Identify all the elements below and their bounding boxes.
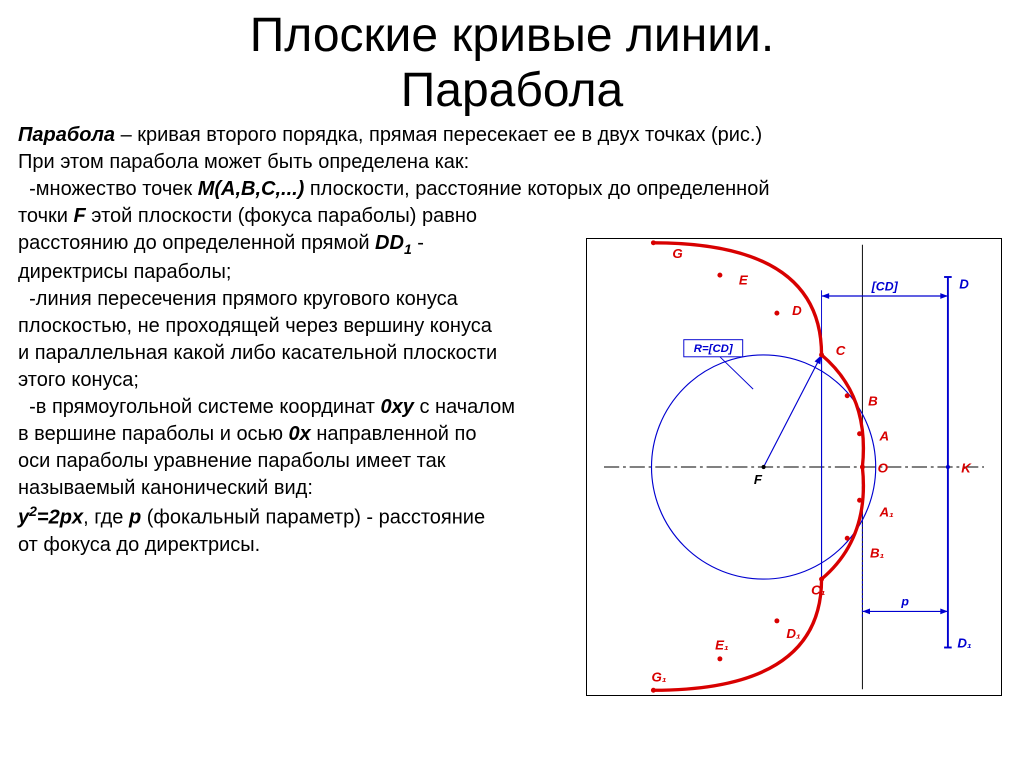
svg-text:[CD]: [CD]	[871, 279, 899, 293]
para-2: При этом парабола может быть определена …	[18, 149, 1006, 176]
svg-text:B₁: B₁	[870, 545, 885, 560]
para-15: y2=2px, где p (фокальный параметр) - рас…	[18, 502, 573, 532]
svg-text:R=[CD]: R=[CD]	[694, 343, 734, 355]
svg-text:E: E	[739, 273, 749, 288]
para-10: этого конуса;	[18, 367, 573, 394]
para-12: в вершине параболы и осью 0x направленно…	[18, 421, 573, 448]
title-line-2: Парабола	[401, 64, 623, 117]
svg-text:G: G	[672, 246, 682, 261]
svg-text:D₁: D₁	[786, 626, 801, 641]
title-line-1: Плоские кривые линии.	[250, 9, 774, 62]
term-parabola: Парабола	[18, 124, 115, 146]
svg-text:A₁: A₁	[879, 504, 895, 519]
svg-text:D: D	[959, 276, 969, 291]
svg-text:D: D	[792, 303, 802, 318]
parabola-diagram: [CD] p R=[CD] G E D C B A O A₁ B₁ C₁ D₁ E₁ G₁ F K D D₁	[586, 238, 1002, 696]
svg-text:A: A	[879, 428, 890, 443]
svg-text:C₁: C₁	[811, 582, 826, 597]
para-1: Парабола – кривая второго порядка, пряма…	[18, 122, 1006, 149]
para-14: называемый канонический вид:	[18, 475, 573, 502]
svg-text:E₁: E₁	[715, 637, 729, 652]
left-column: точки F этой плоскости (фокуса параболы)…	[18, 203, 573, 559]
para-13: оси параболы уравнение параболы имеет та…	[18, 448, 573, 475]
para-11: -в прямоугольной системе координат 0xy с…	[18, 394, 573, 421]
svg-text:p: p	[900, 595, 909, 609]
svg-text:C: C	[836, 343, 846, 358]
svg-text:K: K	[961, 461, 972, 476]
para-4: точки F этой плоскости (фокуса параболы)…	[18, 203, 573, 230]
slide-title: Плоские кривые линии. Парабола	[0, 0, 1024, 118]
diagram-svg: [CD] p R=[CD] G E D C B A O A₁ B₁ C₁ D₁ E₁ G₁ F K D D₁	[587, 239, 1001, 695]
svg-text:G₁: G₁	[652, 670, 667, 685]
para-7: -линия пересечения прямого кругового кон…	[18, 286, 573, 313]
svg-text:F: F	[754, 472, 763, 487]
para-9: и параллельная какой либо касательной пл…	[18, 340, 573, 367]
para-5: расстоянию до определенной прямой DD1 -	[18, 230, 573, 259]
para-6: директрисы параболы;	[18, 259, 573, 286]
para-8: плоскостью, не проходящей через вершину …	[18, 313, 573, 340]
svg-text:B: B	[868, 393, 878, 408]
svg-text:O: O	[878, 461, 889, 476]
para-3: -множество точек М(A,B,C,...) плоскости,…	[18, 176, 1006, 203]
svg-text:D₁: D₁	[957, 636, 972, 651]
para-16: от фокуса до директрисы.	[18, 532, 573, 559]
